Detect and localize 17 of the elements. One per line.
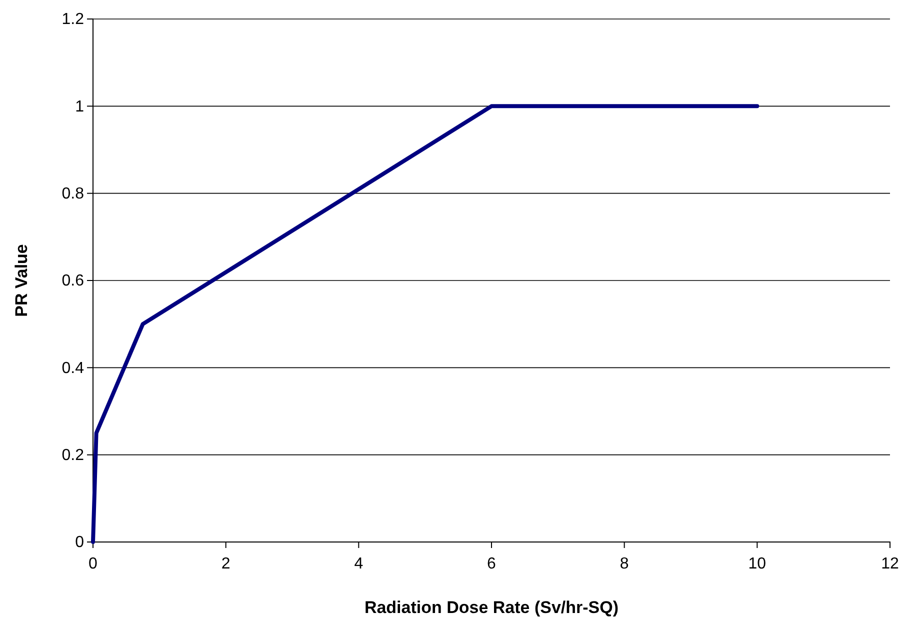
x-tick-label: 6 [487,556,496,573]
y-tick-label: 0.4 [62,360,84,377]
x-axis-title: Radiation Dose Rate (Sv/hr-SQ) [364,598,619,617]
y-tick-label: 0.8 [62,185,84,202]
x-tick-label: 8 [620,556,629,573]
x-tick-label: 10 [748,556,766,573]
y-tick-label: 1 [75,98,84,116]
y-tick-label: 0.6 [62,272,84,290]
x-tick-label: 4 [354,556,364,573]
x-tick-label: 12 [881,556,899,573]
y-tick-label: 0 [75,534,84,552]
y-tick-label: 1.2 [62,11,84,28]
line-series [91,104,760,544]
y-tick-label: 0.2 [62,446,84,464]
x-tick-label: 0 [88,556,98,573]
x-tick-label: 2 [221,556,230,573]
y-axis-title: PR Value [12,244,31,317]
